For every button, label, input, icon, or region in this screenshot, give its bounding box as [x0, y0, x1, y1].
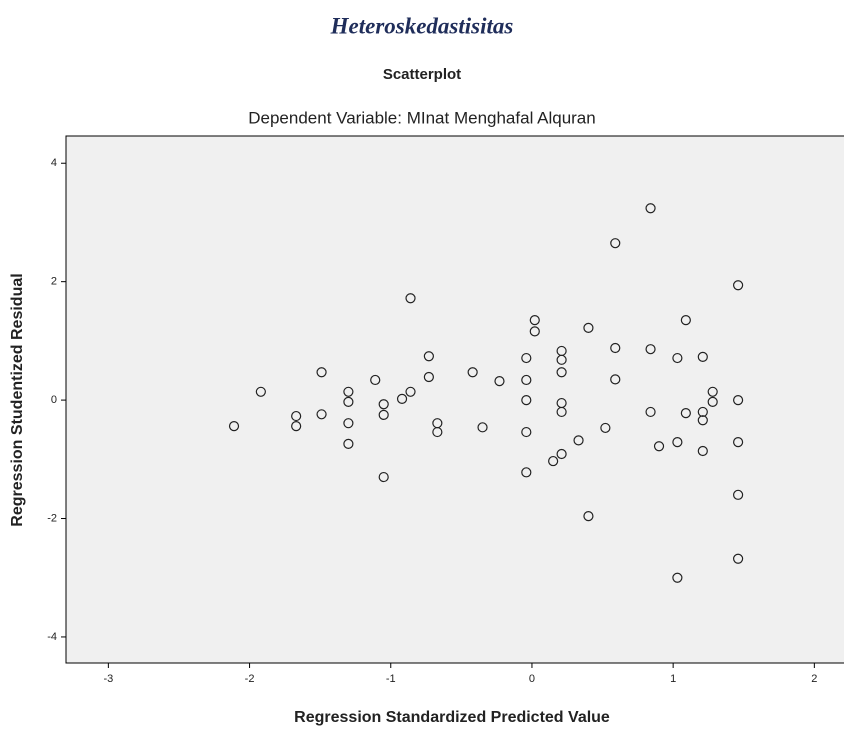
data-point: [521, 374, 532, 386]
data-point: [707, 396, 718, 407]
data-point: [697, 415, 708, 426]
x-tick-label: 1: [670, 673, 676, 685]
data-point: [653, 441, 665, 452]
data-point: [733, 280, 744, 291]
data-point: [548, 455, 559, 467]
data-point: [733, 553, 744, 564]
data-point: [378, 409, 389, 420]
y-tick-label: 2: [51, 276, 57, 288]
data-point: [316, 409, 327, 420]
data-point: [556, 406, 567, 418]
data-point: [697, 445, 708, 457]
data-point: [583, 322, 594, 333]
data-point: [521, 426, 532, 438]
x-tick-label: -2: [245, 673, 255, 685]
data-point: [316, 367, 327, 378]
data-point: [672, 572, 683, 583]
data-point: [733, 394, 744, 406]
plot-area: [65, 135, 844, 664]
y-tick-label: -2: [47, 512, 57, 524]
data-point: [370, 374, 381, 386]
data-point: [343, 438, 354, 450]
data-point: [378, 471, 389, 483]
data-point: [343, 396, 354, 407]
data-point: [672, 352, 683, 364]
data-point: [405, 293, 416, 304]
data-point: [521, 352, 532, 364]
chart-title: Scatterplot: [383, 66, 461, 83]
x-tick-label: 0: [529, 673, 535, 685]
y-axis-label: Regression Studentized Residual: [9, 273, 26, 526]
data-point: [672, 437, 683, 448]
data-point: [697, 406, 708, 418]
data-point: [680, 408, 691, 419]
data-point: [378, 399, 389, 410]
data-point: [521, 467, 532, 478]
data-point: [610, 342, 621, 354]
x-axis-label: Regression Standardized Predicted Value: [294, 709, 610, 726]
data-point: [600, 422, 611, 434]
x-tick-label: 2: [811, 673, 817, 685]
data-point: [432, 426, 443, 438]
data-point: [733, 437, 744, 448]
y-tick-label: -4: [47, 631, 57, 643]
data-point: [521, 394, 532, 406]
data-point: [494, 376, 505, 387]
chart-subtitle: Dependent Variable: MInat Menghafal Alqu…: [248, 108, 595, 127]
data-point: [467, 367, 478, 378]
data-point: [529, 326, 540, 337]
data-point: [645, 406, 656, 418]
data-point: [645, 203, 656, 214]
data-point: [423, 371, 434, 383]
data-point: [423, 351, 434, 362]
y-tick-label: 4: [51, 157, 57, 169]
data-point: [477, 422, 488, 433]
x-tick-label: -3: [103, 673, 113, 685]
data-point: [645, 344, 656, 355]
data-point: [707, 386, 718, 397]
data-point: [573, 435, 584, 446]
data-point: [556, 354, 567, 365]
data-point: [291, 421, 302, 432]
page-heading: Heteroskedastisitas: [330, 13, 514, 38]
data-point: [697, 351, 708, 362]
data-point: [583, 511, 594, 522]
data-point: [255, 386, 266, 397]
data-point: [228, 421, 240, 432]
data-point: [291, 410, 302, 422]
data-point: [733, 489, 744, 500]
data-point: [610, 238, 621, 249]
data-point: [556, 448, 567, 460]
y-tick-label: 0: [51, 394, 57, 406]
data-point: [343, 386, 354, 397]
x-tick-label: -1: [386, 673, 396, 685]
data-point: [343, 418, 354, 429]
data-point: [556, 367, 567, 378]
data-point: [529, 315, 540, 326]
data-point: [680, 315, 691, 326]
data-point: [396, 393, 408, 405]
data-point: [610, 374, 621, 385]
data-point: [405, 386, 416, 397]
